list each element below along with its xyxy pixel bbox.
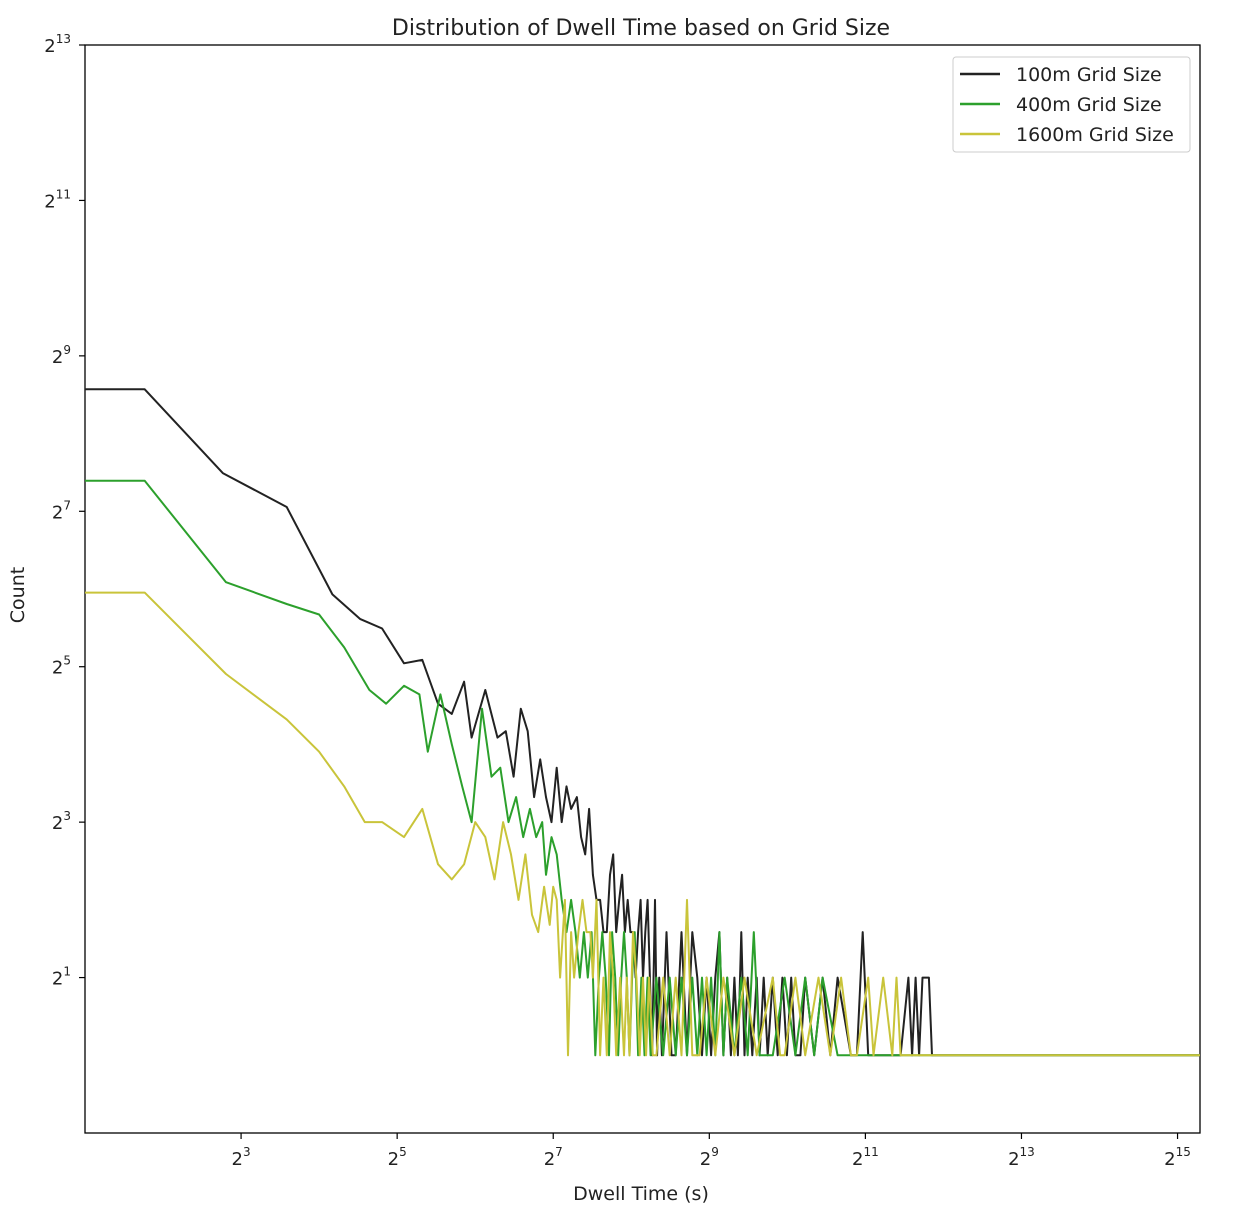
y-tick-base: 2 <box>52 969 63 990</box>
x-tick-exponent: 13 <box>1020 1145 1035 1159</box>
series-line-3 <box>85 591 1200 1057</box>
y-tick-exponent: 11 <box>56 187 71 201</box>
legend-box <box>952 56 1191 153</box>
x-tick-exponent: 3 <box>243 1145 251 1159</box>
y-tick-label: 27 <box>52 498 71 523</box>
x-tick-label: 27 <box>544 1145 563 1170</box>
y-tick-base: 2 <box>52 813 63 834</box>
y-tick-label: 25 <box>52 654 71 679</box>
y-tick-label: 23 <box>52 809 71 834</box>
y-tick-label: 21 <box>52 965 71 990</box>
y-axis-label: Count <box>7 567 29 623</box>
series-lines <box>85 388 1200 1057</box>
x-tick-base: 2 <box>1164 1149 1175 1170</box>
x-tick-exponent: 7 <box>555 1145 563 1159</box>
x-tick-base: 2 <box>1008 1149 1019 1170</box>
y-tick-label: 211 <box>44 187 71 212</box>
x-tick-exponent: 9 <box>711 1145 719 1159</box>
x-tick-base: 2 <box>388 1149 399 1170</box>
x-tick-base: 2 <box>544 1149 555 1170</box>
x-tick-label: 215 <box>1164 1145 1191 1170</box>
y-tick-label: 213 <box>44 32 71 57</box>
y-tick-exponent: 5 <box>63 654 71 668</box>
x-tick-base: 2 <box>852 1149 863 1170</box>
x-tick-base: 2 <box>232 1149 243 1170</box>
chart-title: Distribution of Dwell Time based on Grid… <box>392 16 890 41</box>
x-tick-label: 29 <box>700 1145 719 1170</box>
x-tick-label: 213 <box>1008 1145 1035 1170</box>
y-tick-exponent: 7 <box>63 498 71 512</box>
x-axis-ticks: 23 25 27 29 211 213 215 <box>232 1133 1191 1170</box>
y-tick-base: 2 <box>44 191 55 212</box>
y-tick-base: 2 <box>44 36 55 57</box>
y-tick-label: 29 <box>52 343 71 368</box>
legend: 100m Grid Size 400m Grid Size 1600m Grid S… <box>952 56 1191 153</box>
y-tick-exponent: 13 <box>56 32 71 46</box>
x-tick-exponent: 5 <box>399 1145 407 1159</box>
legend-label: 1600m Grid Size <box>1016 124 1174 146</box>
series-line-2 <box>85 479 1200 1057</box>
x-tick-base: 2 <box>700 1149 711 1170</box>
x-axis-label: Dwell Time (s) <box>573 1183 709 1205</box>
y-tick-exponent: 3 <box>63 809 71 823</box>
x-tick-label: 211 <box>852 1145 879 1170</box>
legend-label: 100m Grid Size <box>1016 64 1162 86</box>
y-tick-base: 2 <box>52 502 63 523</box>
x-tick-label: 23 <box>232 1145 251 1170</box>
x-tick-label: 25 <box>388 1145 407 1170</box>
y-tick-base: 2 <box>52 347 63 368</box>
y-tick-exponent: 1 <box>63 965 71 979</box>
legend-label: 400m Grid Size <box>1016 94 1162 116</box>
y-tick-base: 2 <box>52 658 63 679</box>
y-tick-exponent: 9 <box>63 343 71 357</box>
x-tick-exponent: 11 <box>863 1145 878 1159</box>
x-tick-exponent: 15 <box>1176 1145 1191 1159</box>
